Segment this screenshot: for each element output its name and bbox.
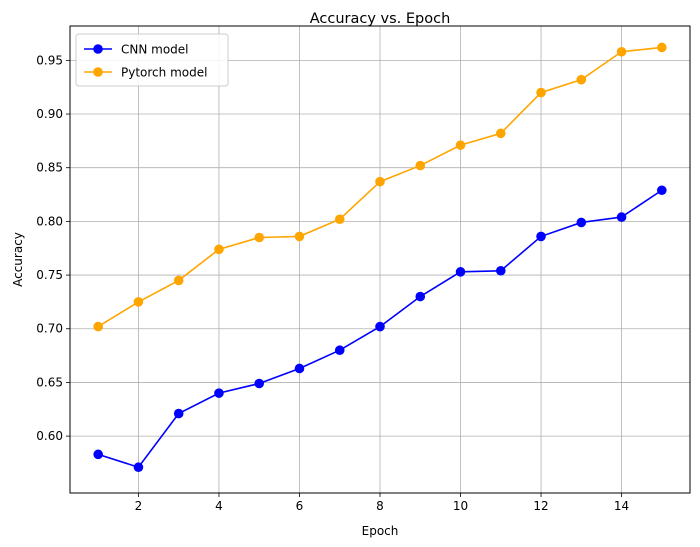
data-point-cnn xyxy=(576,217,587,228)
y-tick-label: 0.95 xyxy=(36,53,63,67)
y-tick-label: 0.70 xyxy=(36,322,63,336)
y-tick-label: 0.60 xyxy=(36,429,63,443)
data-point-cnn xyxy=(415,291,426,302)
data-point-pytorch xyxy=(375,176,385,187)
legend-label-pytorch: Pytorch model xyxy=(121,66,207,80)
data-point-pytorch xyxy=(576,74,587,85)
data-point-cnn xyxy=(616,212,627,222)
series-cnn xyxy=(93,185,667,473)
data-point-pytorch xyxy=(334,214,345,225)
data-point-pytorch xyxy=(294,231,305,242)
data-point-pytorch xyxy=(173,275,184,286)
y-tick-label: 0.85 xyxy=(36,161,63,175)
y-tick-label: 0.75 xyxy=(36,268,63,282)
data-point-cnn xyxy=(133,462,144,473)
y-axis: 0.60 0.65 0.70 0.75 0.80 0.85 0.90 0.95 xyxy=(36,53,70,443)
x-axis-label: Epoch xyxy=(362,524,399,538)
data-point-cnn xyxy=(657,185,667,196)
data-point-cnn xyxy=(334,345,345,356)
data-point-pytorch xyxy=(133,297,144,307)
x-tick-label: 4 xyxy=(215,499,223,513)
x-tick-label: 8 xyxy=(376,499,384,513)
y-tick-label: 0.65 xyxy=(36,375,63,389)
series-pytorch xyxy=(93,42,667,332)
y-tick-label: 0.80 xyxy=(36,214,63,228)
data-point-pytorch xyxy=(616,46,627,57)
chart-title: Accuracy vs. Epoch xyxy=(310,11,451,27)
data-point-pytorch xyxy=(455,140,466,150)
data-point-cnn xyxy=(536,231,546,242)
x-tick-label: 10 xyxy=(453,499,468,513)
data-point-cnn xyxy=(495,265,506,276)
data-point-cnn xyxy=(254,378,265,389)
legend: CNN model Pytorch model xyxy=(75,33,229,87)
data-point-cnn xyxy=(455,267,466,277)
legend-label-cnn: CNN model xyxy=(121,43,189,57)
data-point-pytorch xyxy=(214,244,224,255)
y-axis-label: Accuracy xyxy=(11,232,25,287)
data-point-cnn xyxy=(214,388,224,398)
series-layer xyxy=(93,42,667,473)
data-point-cnn xyxy=(93,449,103,460)
data-point-cnn xyxy=(294,363,305,374)
data-point-cnn xyxy=(173,408,184,419)
legend-box xyxy=(75,33,229,87)
legend-marker-pytorch xyxy=(93,67,103,77)
x-axis: 2 4 6 8 10 12 14 xyxy=(135,493,629,513)
x-tick-label: 2 xyxy=(135,499,143,513)
legend-marker-cnn xyxy=(93,44,103,54)
data-point-pytorch xyxy=(495,128,506,139)
x-tick-label: 6 xyxy=(296,499,304,513)
x-tick-label: 14 xyxy=(614,499,629,513)
y-tick-label: 0.90 xyxy=(36,107,63,121)
data-point-pytorch xyxy=(254,232,265,243)
data-point-pytorch xyxy=(657,42,667,53)
data-point-pytorch xyxy=(93,321,103,332)
data-point-pytorch xyxy=(415,160,426,171)
data-point-pytorch xyxy=(536,87,546,98)
x-tick-label: 12 xyxy=(533,499,548,513)
data-point-cnn xyxy=(375,321,385,332)
